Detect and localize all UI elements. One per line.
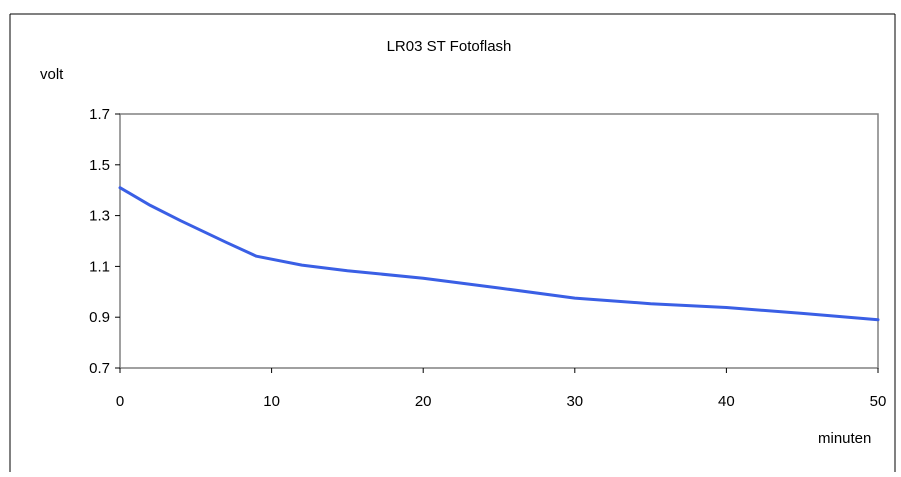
x-tick-label: 40 [718,393,735,410]
series-line-0 [118,186,880,322]
y-tick-label: 1.3 [89,208,110,225]
y-tick-label: 0.9 [89,309,110,326]
series-layer [118,186,880,322]
data-point [346,270,348,272]
y-tick-label: 0.7 [89,360,110,377]
y-tick-label: 1.1 [89,258,110,275]
data-point [119,187,121,189]
x-axis: 0 10 20 30 40 50 [116,368,887,410]
x-tick-label: 30 [566,393,583,410]
data-point [149,204,151,206]
plot-area [119,113,879,369]
data-point [498,287,500,289]
data-point [650,303,652,305]
data-point [725,307,727,309]
data-point [422,277,424,279]
y-tick-label: 1.5 [89,157,110,174]
data-point [255,255,257,257]
y-axis-label: volt [40,66,64,83]
data-point [801,312,803,314]
data-point [574,297,576,299]
x-tick-label: 20 [415,393,432,410]
y-axis: 0.7 0.9 1.1 1.3 1.5 1.7 [89,106,120,377]
data-point [301,264,303,266]
x-tick-label: 50 [870,393,887,410]
y-tick-label: 1.7 [89,106,110,123]
x-tick-label: 10 [263,393,280,410]
data-point [180,220,182,222]
data-point [877,319,879,321]
x-axis-label: minuten [818,430,871,447]
x-tick-label: 0 [116,393,124,410]
chart-title: LR03 ST Fotoflash [387,38,512,55]
data-point [225,241,227,243]
